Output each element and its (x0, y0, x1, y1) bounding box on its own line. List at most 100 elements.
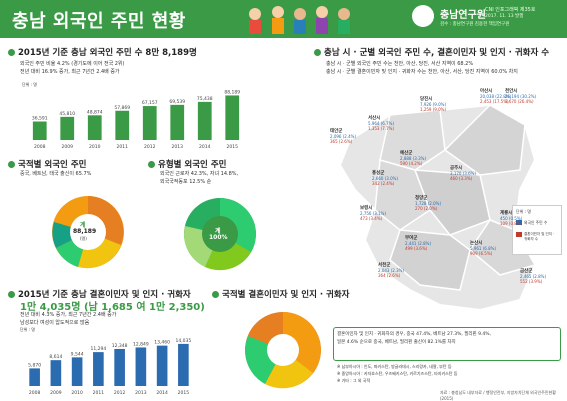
x-tick-label: 2014 (199, 144, 211, 150)
region-name: 부여군 (405, 236, 418, 241)
section1-bullet1: 외국인 주민 비율 4.2% (경기도에 이어 전국 2위) (20, 61, 125, 67)
bar-2010 (87, 115, 102, 140)
issue-date: 2017. 11. 13 발행 (485, 14, 524, 19)
region-marriage-count: 909 (6.5%) (470, 251, 493, 256)
issue-number: CNI 인포그래픽 제35호 (485, 7, 536, 13)
region-foreign-count: 1,728 (2.0%) (415, 201, 442, 206)
region-marriage-count: 109 (0.8%) (500, 221, 523, 226)
map-region-14: 금산군 2,465 (2.8%) 552 (3.9%) (520, 268, 546, 284)
bar-2014 (156, 345, 168, 386)
legend-b-swatch (516, 232, 522, 237)
donut1-center-unit: (명) (80, 236, 87, 241)
bar-value-label: 88,189 (224, 89, 240, 95)
x-tick-label: 2009 (50, 390, 62, 396)
region-foreign-count: 2,441 (2.8%) (405, 241, 432, 246)
x-tick-label: 2013 (135, 390, 147, 396)
map-region-6: 예산군 2,888 (3.3%) 590 (4.2%) (400, 150, 426, 166)
bar-value-label: 45,810 (59, 111, 75, 117)
map-region-10: 부여군 2,441 (2.8%) 499 (3.6%) (405, 235, 431, 251)
section-dot-icon (212, 291, 219, 298)
donut2-center-label: 계 (215, 228, 221, 235)
bar-2013 (170, 104, 185, 140)
x-tick-label: 2011 (117, 144, 129, 150)
note3: ※ 기타 : 그 외 국적 (337, 378, 371, 383)
bar-chart-marriage-migrants: 5,870 2008 8,614 2009 9,544 2010 11,294 2011 12,… (28, 338, 192, 396)
region-marriage-count: 364 (2.6%) (378, 273, 401, 278)
region-marriage-count: 473 (3.4%) (360, 216, 383, 221)
region-name: 홍성군 (372, 171, 385, 176)
region-name: 공주시 (450, 166, 463, 171)
people-illustration (249, 6, 350, 34)
bar-2015 (178, 343, 189, 386)
section4-unit: 단위 : 명 (20, 327, 35, 332)
region-name: 논산시 (470, 241, 483, 246)
x-tick-label: 2011 (93, 390, 105, 396)
section2-bullet1: 중국, 베트남, 태국 출신이 65.7% (20, 171, 92, 177)
region-foreign-count: 2,096 (2.4%) (330, 134, 357, 139)
x-tick-label: 2008 (34, 144, 46, 150)
x-tick-label: 2009 (62, 144, 74, 150)
section6-title: 충남 시 · 군별 외국인 주민 수, 결혼이민자 및 인지 · 귀화자 수 (314, 46, 549, 58)
x-tick-label: 2008 (29, 390, 41, 396)
bar-2015 (225, 95, 240, 140)
bar-value-label: 48,874 (87, 109, 103, 115)
region-marriage-count: 3,670 (26.4%) (505, 99, 534, 104)
region-name: 청양군 (415, 196, 428, 201)
note1: ※ 남부아시아 : 인도, 파키스탄, 방글라데시, 스리랑카, 네팔, 부탄 … (337, 364, 452, 369)
bar-value-label: 14,035 (176, 338, 192, 344)
region-foreign-count: 450 (0.5%) (500, 216, 523, 221)
section5-title: 국적별 결혼이민자 및 인지 · 귀화자 (212, 288, 350, 300)
region-marriage-count: 2,453 (17.5%) (480, 99, 509, 104)
region-foreign-count: 2,465 (2.8%) (520, 274, 547, 279)
bar-value-label: 69,539 (169, 99, 185, 105)
bar-value-label: 12,348 (112, 343, 128, 349)
bar-value-label: 57,869 (114, 105, 130, 111)
region-name: 계룡시 (500, 211, 513, 216)
x-tick-label: 2014 (156, 390, 168, 396)
region-foreign-count: 26,194 (30.2%) (505, 94, 537, 99)
source: 자료 : 충청남도 내부자료 / 행정안전부, 지방자치단체 외국인주민현황 (… (440, 390, 556, 401)
section-dot-icon (8, 291, 15, 298)
bar-2009 (50, 360, 62, 386)
region-foreign-count: 20,038 (22.8%) (480, 94, 512, 99)
region-marriage-count: 342 (2.4%) (372, 181, 395, 186)
legend-unit: 단위 : 명 (516, 209, 531, 214)
note2: ※ 중앙아시아 : 카자흐스탄, 우즈베키스탄, 키르기즈스탄, 타지키스탄 등 (337, 371, 458, 376)
region-name: 태안군 (330, 129, 343, 134)
highlight-box (333, 327, 561, 361)
region-name: 보령시 (360, 206, 373, 211)
section-dot-icon (8, 161, 15, 168)
region-foreign-count: 3,170 (3.6%) (450, 171, 477, 176)
region-marriage-count: 365 (2.6%) (330, 139, 353, 144)
bar-value-label: 11,294 (91, 346, 107, 352)
map-region-1: 아산시 20,038 (22.8%) 2,453 (17.5%) (480, 88, 511, 104)
section1-unit: 단위 : 명 (22, 82, 37, 87)
donut1-center-label: 계 (80, 222, 86, 229)
region-marriage-count: 499 (3.6%) (405, 246, 428, 251)
section-dot-icon (8, 49, 15, 56)
x-tick-label: 2010 (89, 144, 101, 150)
donut2-center-value: 100% (209, 234, 228, 241)
bar-value-label: 13,460 (154, 340, 170, 346)
bar-2014 (197, 101, 212, 140)
map-region-0: 천안시 26,194 (30.2%) 3,670 (26.4%) (505, 88, 536, 104)
region-name: 금산군 (520, 269, 533, 274)
x-tick-label: 2012 (114, 390, 126, 396)
bar-value-label: 67,157 (142, 100, 158, 106)
region-name: 아산시 (480, 89, 493, 94)
bar-value-label: 5,870 (28, 362, 41, 368)
x-tick-label: 2013 (172, 144, 184, 150)
region-foreign-count: 2,888 (3.3%) (400, 156, 427, 161)
x-tick-label: 2010 (71, 390, 83, 396)
bar-2008 (29, 368, 40, 386)
section4-bullet1: 전년 대비 4.3% 증가, 최근 7년간 2.4배 증가 (20, 312, 117, 318)
region-marriage-count: 1,353 (7.7%) (368, 126, 395, 131)
author: 검수 : 충남연구원 김용현 책임연구원 (440, 22, 510, 27)
x-tick-label: 2012 (144, 144, 156, 150)
region-marriage-count: 590 (4.2%) (400, 161, 423, 166)
region-name: 당진시 (420, 97, 433, 102)
bar-2012 (142, 106, 157, 140)
section1-bullet2: 전년 대비 16.9% 증가, 최근 7년간 2.4배 증가 (20, 69, 120, 75)
highlight-line2: 일본 4.6% 순으로 중국, 베트남, 필리핀 출신이 82.1%를 차지 (337, 340, 456, 345)
donut-chart-nationality (52, 196, 124, 269)
